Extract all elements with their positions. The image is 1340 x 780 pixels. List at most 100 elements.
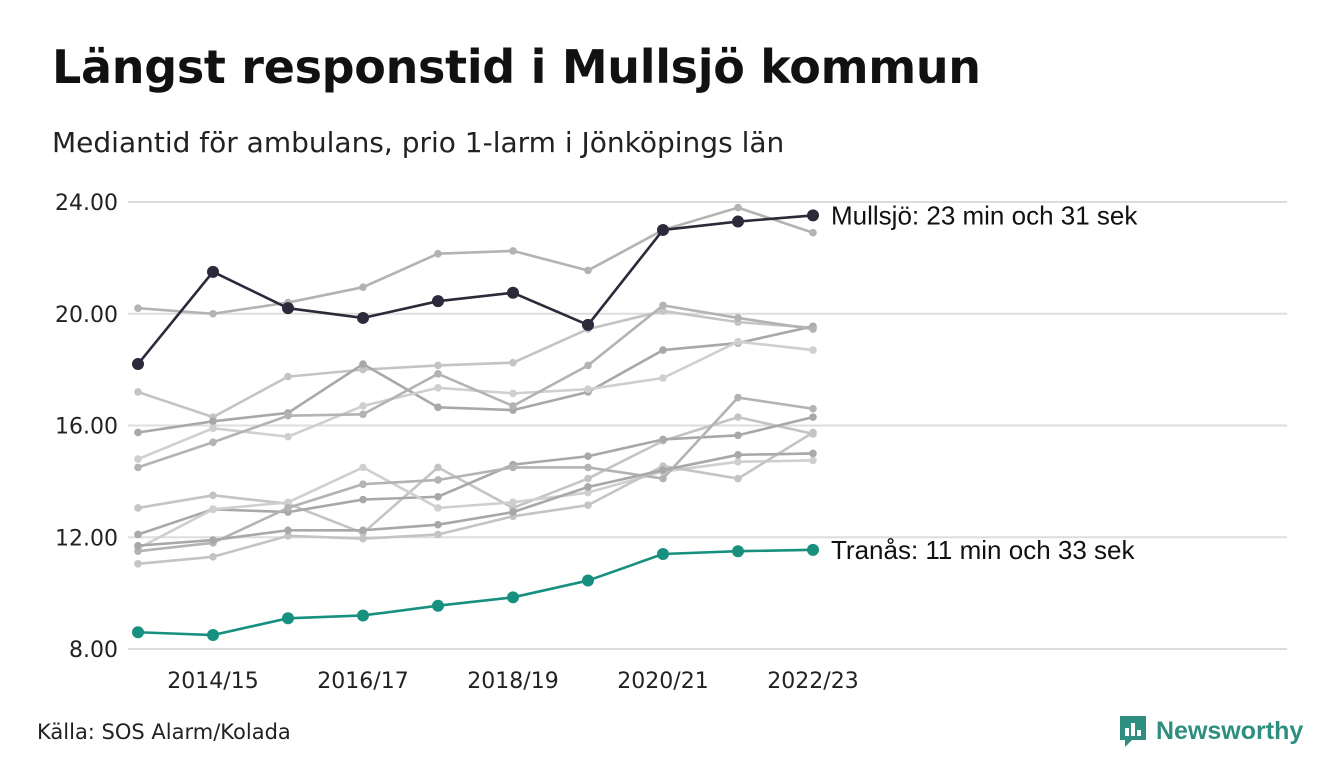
- x-tick-label: 2014/15: [167, 669, 258, 694]
- data-point: [134, 541, 142, 550]
- y-tick-label: 16.00: [55, 415, 118, 440]
- newsworthy-logo-icon: [1120, 716, 1146, 747]
- series-line: [137, 431, 814, 566]
- data-point: [734, 393, 742, 402]
- data-point: [434, 403, 442, 412]
- data-point: [434, 492, 442, 501]
- data-point: [209, 438, 217, 447]
- data-point: [209, 505, 217, 514]
- data-point: [434, 530, 442, 539]
- data-point: [134, 304, 142, 312]
- data-point: [734, 337, 742, 346]
- data-point: [659, 307, 667, 315]
- data-point: [734, 413, 742, 421]
- data-point: [207, 629, 219, 642]
- data-point: [284, 498, 292, 507]
- series-line: [137, 415, 814, 535]
- data-point: [209, 536, 217, 544]
- series-other: [134, 307, 817, 421]
- series-line: [137, 452, 814, 547]
- data-point: [809, 456, 817, 465]
- y-tick-label: 24.00: [55, 191, 118, 216]
- data-point: [284, 372, 292, 381]
- series-other: [134, 203, 817, 318]
- data-point: [357, 311, 369, 324]
- data-point: [659, 435, 667, 444]
- data-point: [732, 215, 744, 228]
- series-line: [137, 206, 814, 316]
- series-line: [137, 309, 814, 419]
- data-point: [509, 498, 517, 507]
- series-tranås: Tranås: 11 min och 33 sek: [132, 535, 1135, 642]
- data-point: [582, 574, 594, 587]
- data-point: [284, 504, 292, 512]
- data-point: [134, 388, 142, 396]
- data-point: [284, 411, 292, 420]
- data-point: [807, 543, 819, 556]
- data-point: [284, 526, 292, 535]
- data-point: [434, 361, 442, 370]
- data-point: [134, 428, 142, 437]
- data-point: [584, 501, 592, 509]
- series-line: [137, 396, 814, 553]
- data-point: [282, 612, 294, 625]
- data-point: [659, 301, 667, 310]
- data-point: [584, 361, 592, 370]
- series-end-label: Tranås: 11 min och 33 sek: [831, 535, 1135, 565]
- data-point: [132, 626, 144, 639]
- data-point: [209, 417, 217, 426]
- data-point: [809, 404, 817, 413]
- data-point: [209, 309, 217, 318]
- data-point: [809, 449, 817, 458]
- data-point: [434, 520, 442, 529]
- data-point: [659, 474, 667, 483]
- data-point: [434, 249, 442, 258]
- x-tick-label: 2018/19: [467, 669, 558, 694]
- data-point: [734, 474, 742, 483]
- data-point: [507, 286, 519, 299]
- data-point: [359, 360, 367, 368]
- data-point: [509, 247, 517, 255]
- data-point: [584, 483, 592, 491]
- source-note: Källa: SOS Alarm/Kolada: [37, 720, 291, 744]
- data-point: [209, 424, 217, 433]
- x-tick-label: 2016/17: [317, 669, 408, 694]
- data-point: [432, 295, 444, 308]
- data-point: [809, 346, 817, 354]
- data-point: [359, 480, 367, 488]
- data-point: [359, 365, 367, 374]
- series-line: [137, 304, 814, 469]
- data-point: [134, 504, 142, 512]
- chart-title: Längst responstid i Mullsjö kommun: [52, 40, 981, 94]
- data-point: [432, 599, 444, 612]
- data-point: [659, 374, 667, 382]
- series-line: [137, 340, 814, 461]
- data-point: [584, 463, 592, 472]
- data-point: [659, 346, 667, 354]
- series-other: [134, 301, 817, 472]
- data-point: [509, 389, 517, 398]
- brand-logo[interactable]: Newsworthy: [1118, 714, 1303, 748]
- data-point: [282, 302, 294, 315]
- data-point: [209, 491, 217, 500]
- data-point: [584, 266, 592, 275]
- data-point: [509, 402, 517, 410]
- data-point: [284, 432, 292, 441]
- data-point: [434, 504, 442, 512]
- data-point: [584, 474, 592, 483]
- series-end-label: Mullsjö: 23 min och 31 sek: [831, 200, 1138, 230]
- x-tick-label: 2022/23: [767, 669, 858, 694]
- data-point: [359, 534, 367, 543]
- chart-subtitle: Mediantid för ambulans, prio 1-larm i Jö…: [52, 126, 785, 159]
- series-line: [137, 325, 814, 434]
- data-point: [359, 463, 367, 472]
- data-point: [659, 466, 667, 475]
- data-point: [734, 458, 742, 466]
- x-axis: 2014/15 2016/17 2018/19 2020/21 2022/23: [167, 669, 858, 694]
- highlighted-series: Mullsjö: 23 min och 31 sek Tranås: 11 min…: [132, 200, 1138, 642]
- data-point: [134, 463, 142, 472]
- series-line: [137, 548, 814, 637]
- other-municipalities-series: [134, 203, 817, 568]
- y-axis: 8.00 12.00 16.00 20.00 24.00: [55, 191, 118, 663]
